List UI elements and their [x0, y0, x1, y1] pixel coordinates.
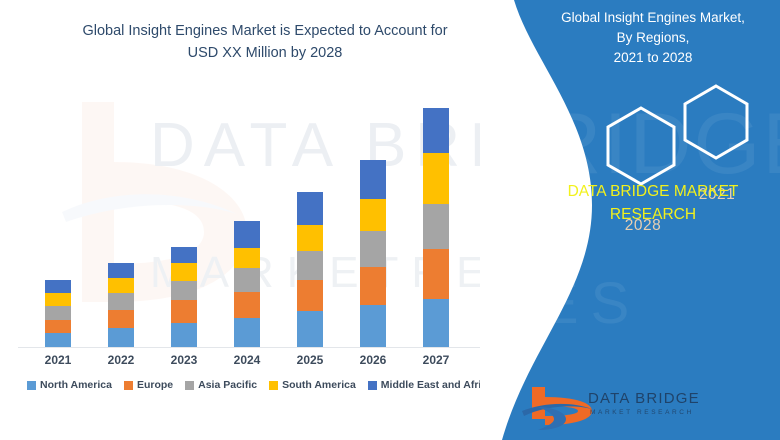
bar-segment-asia-pacific: [234, 268, 260, 293]
bar-segment-south-america: [423, 153, 449, 204]
bar-segment-north-america: [297, 311, 323, 347]
bar-segment-europe: [360, 266, 386, 306]
hexagon-group: 2021 2028: [575, 82, 775, 234]
bar-segment-middle-east-and-africa: [45, 280, 71, 294]
bar-segment-europe: [423, 248, 449, 300]
bar-segment-south-america: [297, 225, 323, 252]
x-axis-labels: 20212022202320242025202620272028: [0, 353, 520, 371]
hexagon-2028: [606, 106, 676, 186]
bar-segment-north-america: [171, 323, 197, 347]
legend-swatch-icon: [269, 380, 279, 390]
bar-segment-middle-east-and-africa: [234, 221, 260, 248]
x-axis-label-2023: 2023: [170, 353, 198, 367]
bar-segment-asia-pacific: [45, 306, 71, 320]
bar-segment-north-america: [360, 305, 386, 347]
legend-item-south-america[interactable]: South America: [269, 379, 356, 391]
bar-segment-middle-east-and-africa: [171, 246, 197, 264]
legend-item-asia-pacific[interactable]: Asia Pacific: [185, 379, 257, 391]
chart-title-line-1: Global Insight Engines Market is Expecte…: [82, 23, 448, 39]
x-axis-label-2027: 2027: [422, 353, 450, 367]
panel-title-line-1: Global Insight Engines Market,: [561, 10, 745, 25]
bar-segment-middle-east-and-africa: [297, 191, 323, 226]
legend-item-middle-east-and-africa[interactable]: Middle East and Africa: [367, 379, 494, 391]
x-axis-label-2026: 2026: [359, 353, 387, 367]
bar-segment-europe: [234, 292, 260, 319]
bar-segment-asia-pacific: [108, 293, 134, 310]
legend-swatch-icon: [367, 380, 377, 390]
legend-item-europe[interactable]: Europe: [123, 379, 174, 391]
bar-segment-asia-pacific: [360, 231, 386, 267]
bar-segment-north-america: [423, 299, 449, 347]
logo-tagline: MARKET RESEARCH: [590, 409, 694, 416]
bar-segment-europe: [297, 280, 323, 312]
bar-segment-middle-east-and-africa: [108, 263, 134, 278]
bar-segment-middle-east-and-africa: [360, 160, 386, 199]
bar-2022[interactable]: [108, 263, 134, 347]
panel-title-line-3: 2021 to 2028: [613, 50, 693, 65]
bar-segment-europe: [171, 300, 197, 324]
bar-2021[interactable]: [45, 280, 71, 347]
bar-segment-south-america: [234, 247, 260, 269]
panel-curve-shape: [480, 0, 592, 440]
hexagon-2028-label: 2028: [624, 217, 662, 234]
chart-legend: North America Europe Asia Pacific South Ame…: [0, 376, 520, 394]
legend-label: Asia Pacific: [198, 379, 258, 391]
legend-label: South America: [282, 379, 356, 391]
panel-title-line-2: By Regions,: [616, 30, 690, 45]
panel-title: Global Insight Engines Market, By Region…: [535, 8, 771, 68]
legend-item-north-america[interactable]: North America: [26, 379, 112, 391]
bar-segment-south-america: [45, 293, 71, 307]
chart-title: Global Insight Engines Market is Expecte…: [30, 20, 500, 64]
x-axis-label-2025: 2025: [296, 353, 324, 367]
bar-segment-south-america: [360, 198, 386, 232]
legend-label: Europe: [136, 379, 174, 391]
legend-swatch-icon: [185, 380, 195, 390]
bar-2026[interactable]: [360, 160, 386, 347]
bar-segment-south-america: [108, 277, 134, 294]
bar-2025[interactable]: [297, 191, 323, 347]
legend-label: North America: [39, 379, 112, 391]
x-axis-label-2024: 2024: [233, 353, 261, 367]
logo-wordmark: DATA BRIDGE: [588, 390, 700, 407]
bar-2024[interactable]: [234, 221, 260, 347]
legend-label: Middle East and Africa: [380, 379, 494, 391]
bar-segment-south-america: [171, 263, 197, 282]
bar-2023[interactable]: [171, 246, 197, 347]
bar-segment-middle-east-and-africa: [423, 107, 449, 154]
hexagon-2021-label: 2021: [698, 186, 736, 203]
chart-baseline: [18, 347, 502, 348]
bar-segment-europe: [45, 319, 71, 333]
bar-segment-north-america: [234, 318, 260, 347]
bar-segment-north-america: [45, 332, 71, 347]
legend-swatch-icon: [123, 380, 133, 390]
bar-segment-asia-pacific: [423, 203, 449, 249]
bar-segment-asia-pacific: [171, 281, 197, 301]
hexagon-shapes: [606, 84, 749, 186]
brand-line-2: RESEARCH: [609, 206, 697, 223]
x-axis-label-2022: 2022: [107, 353, 135, 367]
brand-line-1: DATA BRIDGE MARKET: [567, 183, 739, 200]
hexagon-2021: [683, 84, 749, 160]
chart-title-line-2: USD XX Million by 2028: [187, 45, 343, 61]
legend-swatch-icon: [26, 380, 36, 390]
bar-2027[interactable]: [423, 107, 449, 347]
data-bridge-logo-icon: [522, 387, 592, 430]
brand-panel: BRIDGE RES Global Insight Engines Market…: [480, 0, 780, 440]
brand-name: DATA BRIDGE MARKET RESEARCH: [535, 180, 771, 226]
bar-segment-europe: [108, 309, 134, 328]
x-axis-label-2021: 2021: [44, 353, 72, 367]
bar-segment-asia-pacific: [297, 251, 323, 281]
chart-plot-area: [0, 60, 520, 350]
bar-segment-north-america: [108, 327, 134, 347]
